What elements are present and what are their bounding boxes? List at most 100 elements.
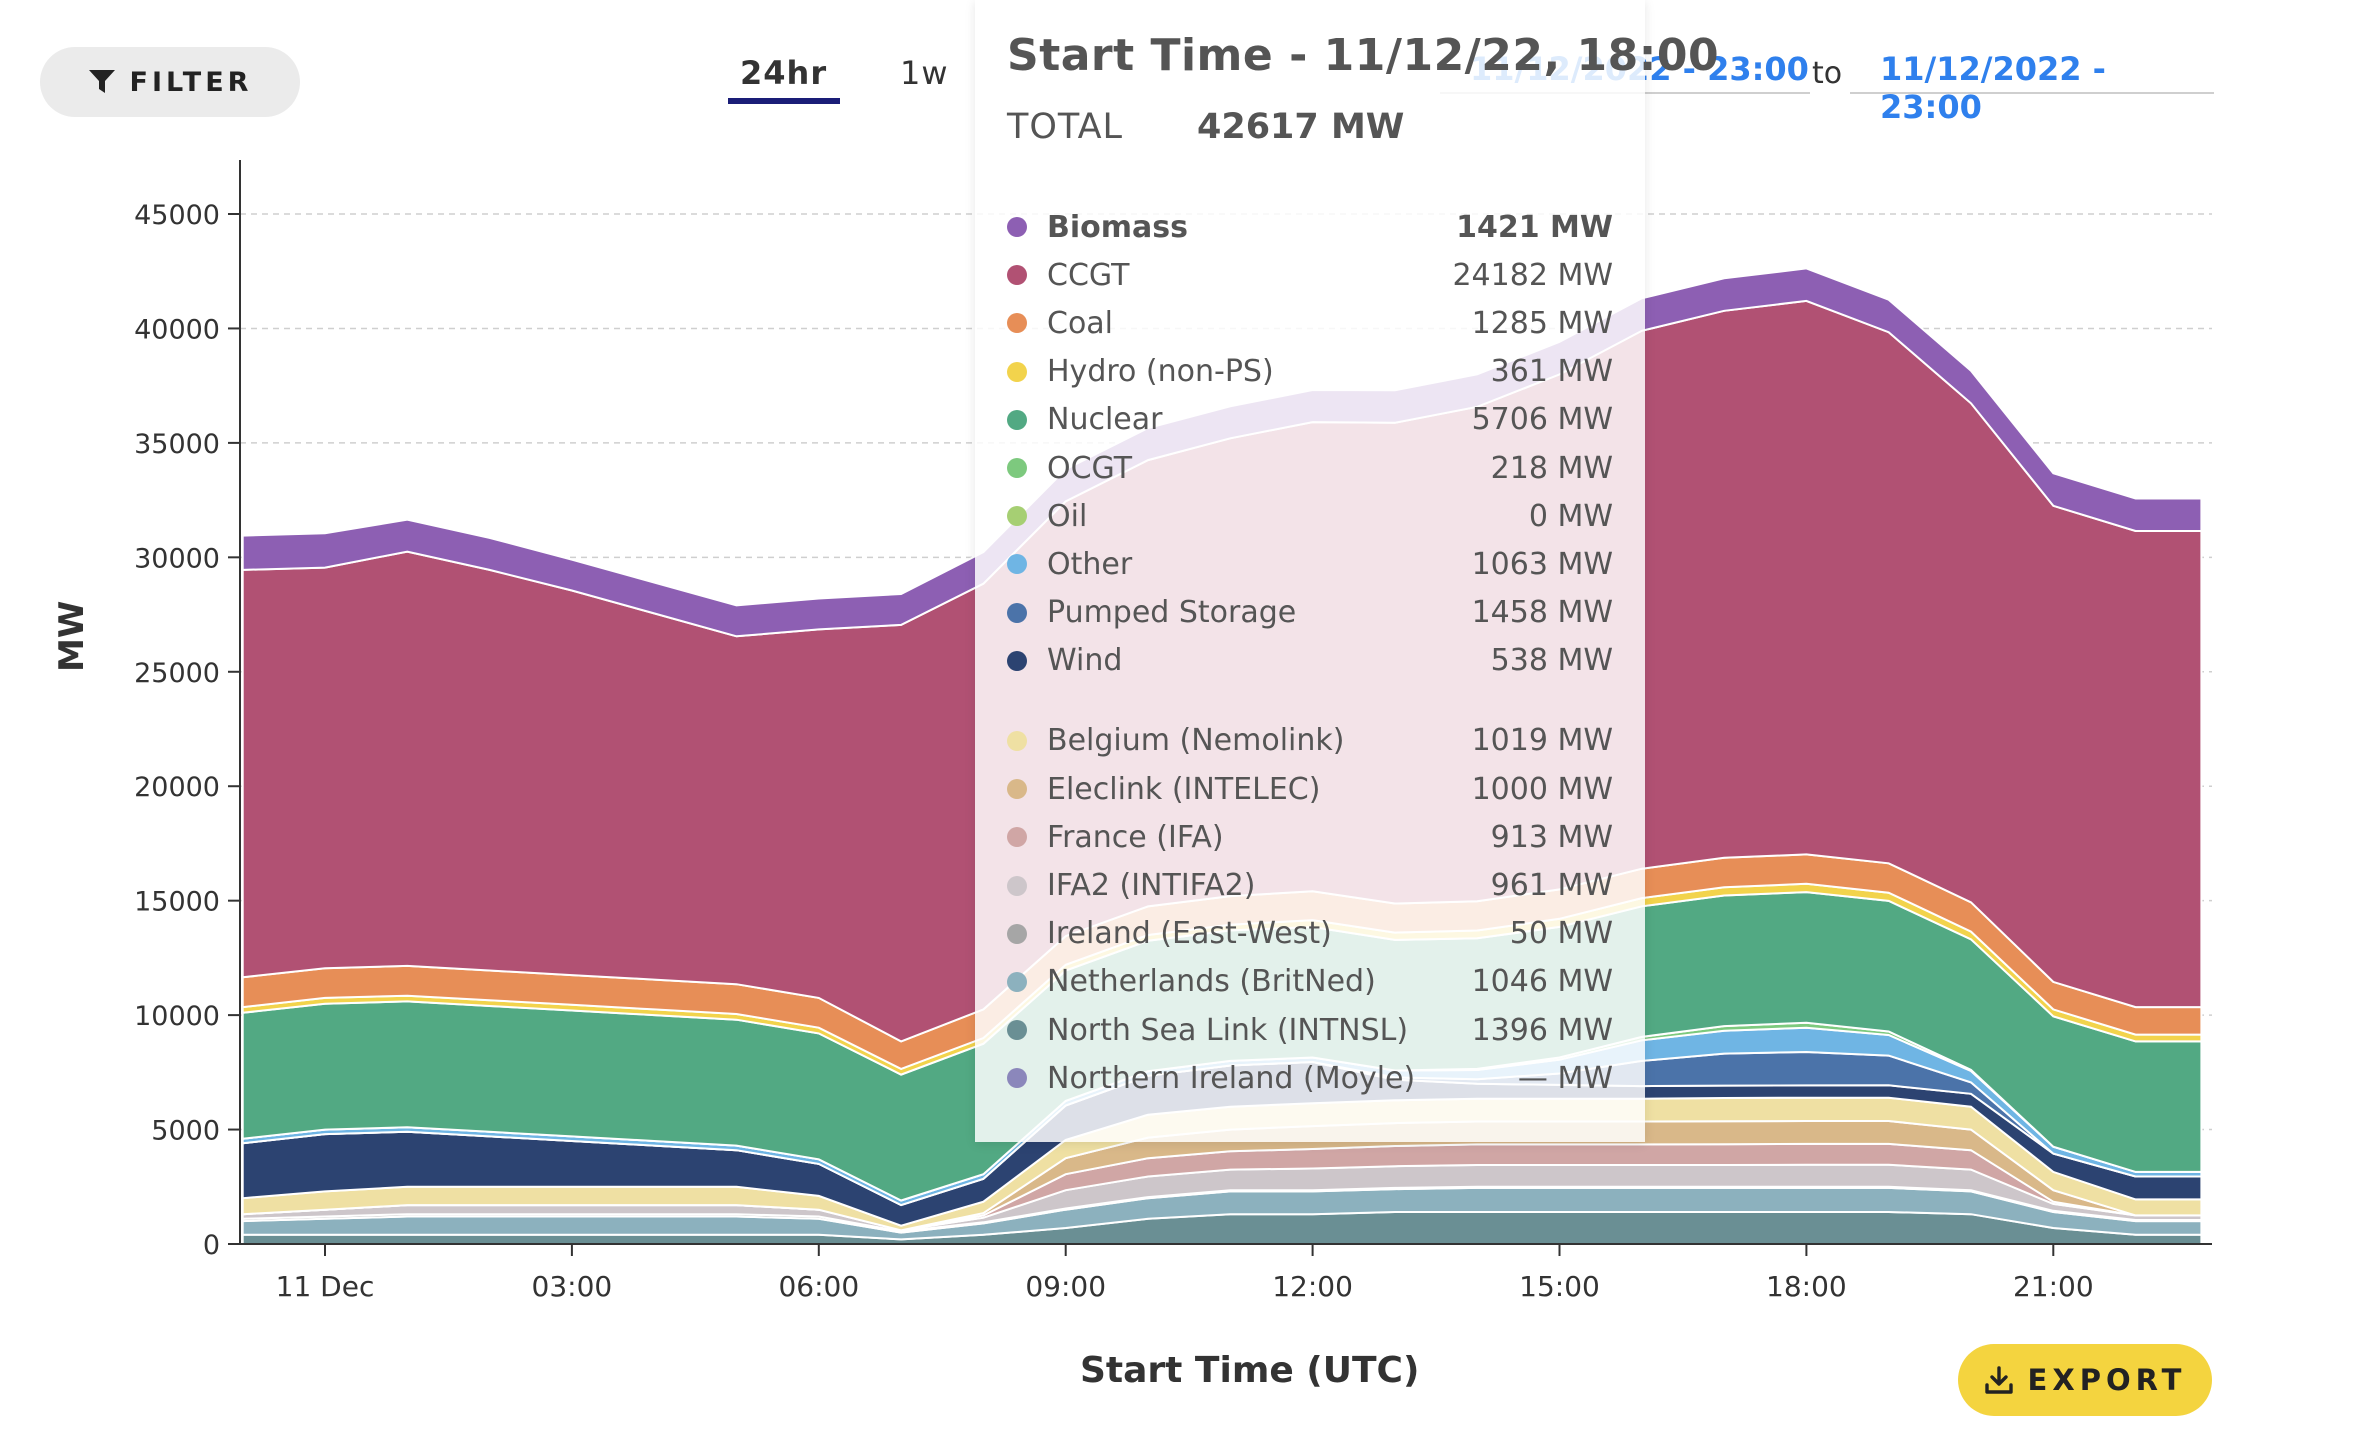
tooltip-row: Coal 1285 MW: [1007, 299, 1613, 347]
legend-dot-icon: [1007, 265, 1027, 286]
tooltip-row-value: 0 MW: [1528, 498, 1613, 534]
legend-dot-icon: [1007, 875, 1027, 896]
x-tick-label: 03:00: [532, 1270, 613, 1303]
legend-dot-icon: [1007, 602, 1027, 623]
date-range-separator: to: [1812, 56, 1843, 91]
tooltip-row: Biomass 1421 MW: [1007, 203, 1613, 251]
export-button[interactable]: EXPORT: [1958, 1344, 2212, 1416]
tooltip-row-value: 1063 MW: [1471, 546, 1613, 582]
tooltip-row: North Sea Link (INTNSL) 1396 MW: [1007, 1006, 1613, 1054]
tooltip-total-label: TOTAL: [1007, 107, 1124, 147]
y-axis-title: MW: [52, 600, 92, 672]
tooltip-row-name: Nuclear: [1047, 402, 1163, 438]
y-tick-label: 40000: [134, 314, 220, 345]
tooltip-row-name: Netherlands (BritNed): [1047, 964, 1376, 1000]
tooltip-row-name: Hydro (non-PS): [1047, 354, 1274, 390]
tooltip-row-name: OCGT: [1047, 450, 1133, 486]
x-tick-label: 11 Dec: [276, 1270, 375, 1303]
x-tick-label: 21:00: [2013, 1270, 2094, 1303]
y-tick-label: 15000: [134, 887, 220, 918]
tooltip-row-value: 5706 MW: [1471, 402, 1613, 438]
legend-dot-icon: [1007, 923, 1027, 944]
tooltip-row-name: Other: [1047, 546, 1133, 582]
tooltip-row-value: 961 MW: [1490, 868, 1613, 904]
tooltip-total: TOTAL 42617 MW: [1007, 107, 1613, 147]
tooltip-row-name: Belgium (Nemolink): [1047, 723, 1345, 759]
legend-dot-icon: [1007, 971, 1027, 992]
chart-tooltip: Start Time - 11/12/22, 18:00 TOTAL 42617…: [975, 0, 1720, 1142]
tooltip-row-value: 538 MW: [1490, 643, 1613, 679]
legend-dot-icon: [1007, 361, 1027, 382]
legend-dot-icon: [1007, 1068, 1027, 1089]
y-tick-label: 30000: [134, 543, 220, 574]
tooltip-rows: Biomass 1421 MW CCGT 24182 MW Coal 1285 MW Hyd…: [1007, 203, 1613, 1102]
x-axis-title: Start Time (UTC): [1080, 1350, 1420, 1391]
tooltip-row-value: 1000 MW: [1471, 771, 1613, 807]
tooltip-row-value: 1019 MW: [1471, 723, 1613, 759]
tooltip-row: IFA2 (INTIFA2) 961 MW: [1007, 861, 1613, 909]
tooltip-row: Ireland (East-West) 50 MW: [1007, 910, 1613, 958]
tooltip-row-name: Eleclink (INTELEC): [1047, 771, 1321, 807]
tooltip-row-name: France (IFA): [1047, 819, 1224, 855]
area-biomass[interactable]: [241, 267, 2203, 638]
tooltip-title: Start Time - 11/12/22, 18:00: [1007, 30, 1720, 81]
tooltip-row-value: 1285 MW: [1471, 305, 1613, 341]
tooltip-row-name: Northern Ireland (Moyle): [1047, 1060, 1416, 1096]
export-label: EXPORT: [2027, 1363, 2187, 1397]
tooltip-row-value: 361 MW: [1490, 354, 1613, 390]
tooltip-total-value: 42617 MW: [1197, 107, 1405, 147]
y-tick-label: 20000: [134, 772, 220, 803]
filter-label: FILTER: [129, 66, 253, 98]
legend-dot-icon: [1007, 313, 1027, 334]
tooltip-row: Pumped Storage 1458 MW: [1007, 589, 1613, 637]
tooltip-row-value: 913 MW: [1490, 819, 1613, 855]
tooltip-row-value: 1421 MW: [1456, 209, 1613, 245]
y-tick-label: 0: [203, 1230, 220, 1261]
tooltip-row-name: North Sea Link (INTNSL): [1047, 1012, 1409, 1048]
legend-dot-icon: [1007, 650, 1027, 671]
tooltip-row: Nuclear 5706 MW: [1007, 396, 1613, 444]
tooltip-row-value: 1046 MW: [1471, 964, 1613, 1000]
tooltip-row: Other 1063 MW: [1007, 540, 1613, 588]
legend-dot-icon: [1007, 730, 1027, 751]
tooltip-row-name: Biomass: [1047, 209, 1188, 245]
tab-1w[interactable]: 1w: [900, 54, 949, 92]
legend-dot-icon: [1007, 1020, 1027, 1041]
tooltip-row: France (IFA) 913 MW: [1007, 813, 1613, 861]
tooltip-row-name: Oil: [1047, 498, 1088, 534]
legend-dot-icon: [1007, 506, 1027, 527]
date-to-input[interactable]: 11/12/2022 - 23:00: [1850, 50, 2214, 126]
tooltip-row-name: Pumped Storage: [1047, 595, 1297, 631]
tooltip-row-name: IFA2 (INTIFA2): [1047, 868, 1256, 904]
tab-24hr[interactable]: 24hr: [740, 54, 828, 92]
chart-axes: 0 5000 10000 15000 20000 25000 30000 35000 40000…: [134, 160, 2212, 1303]
tooltip-row-value: 218 MW: [1490, 450, 1613, 486]
tooltip-row-name: CCGT: [1047, 257, 1130, 293]
tooltip-row-value: 50 MW: [1509, 916, 1613, 952]
y-tick-label: 45000: [134, 200, 220, 231]
tooltip-row: Netherlands (BritNed) 1046 MW: [1007, 958, 1613, 1006]
legend-dot-icon: [1007, 779, 1027, 800]
x-tick-label: 15:00: [1519, 1270, 1600, 1303]
y-tick-label: 25000: [134, 658, 220, 689]
legend-dot-icon: [1007, 554, 1027, 575]
filter-icon: [88, 70, 115, 93]
legend-dot-icon: [1007, 827, 1027, 848]
filter-button[interactable]: FILTER: [40, 47, 300, 117]
tooltip-row: Eleclink (INTELEC) 1000 MW: [1007, 765, 1613, 813]
tooltip-row-name: Ireland (East-West): [1047, 916, 1332, 952]
tooltip-row: Oil 0 MW: [1007, 492, 1613, 540]
tooltip-row: Hydro (non-PS) 361 MW: [1007, 348, 1613, 396]
active-tab-indicator: [728, 98, 840, 104]
legend-dot-icon: [1007, 409, 1027, 430]
download-icon: [1984, 1366, 2013, 1394]
x-tick-label: 12:00: [1272, 1270, 1353, 1303]
y-tick-label: 35000: [134, 429, 220, 460]
x-tick-label: 09:00: [1025, 1270, 1106, 1303]
y-tick-label: 5000: [151, 1116, 220, 1147]
tooltip-row: OCGT 218 MW: [1007, 444, 1613, 492]
tooltip-row-value: — MW: [1517, 1060, 1613, 1096]
tooltip-row: CCGT 24182 MW: [1007, 251, 1613, 299]
tooltip-row-value: 1396 MW: [1471, 1012, 1613, 1048]
legend-dot-icon: [1007, 458, 1027, 479]
